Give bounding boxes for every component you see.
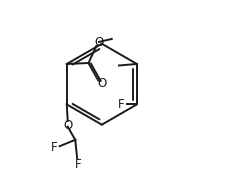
Text: O: O: [63, 119, 73, 132]
Text: O: O: [97, 77, 106, 90]
Text: F: F: [74, 158, 81, 171]
Text: F: F: [118, 98, 124, 111]
Text: F: F: [51, 141, 58, 154]
Text: O: O: [94, 36, 103, 49]
